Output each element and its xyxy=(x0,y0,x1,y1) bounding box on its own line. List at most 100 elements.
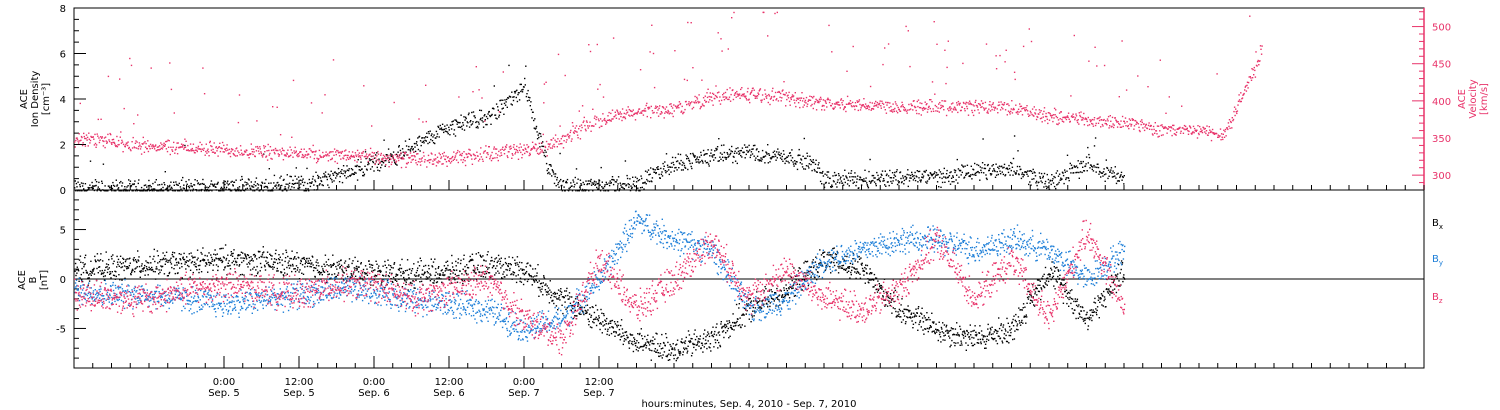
data-point xyxy=(1091,168,1093,171)
data-point xyxy=(211,258,214,261)
data-point xyxy=(819,171,821,174)
data-point xyxy=(1184,125,1187,128)
data-point xyxy=(697,102,700,104)
data-point xyxy=(158,184,161,186)
data-point xyxy=(300,183,302,185)
data-point xyxy=(822,99,825,101)
data-point xyxy=(927,106,930,108)
data-point xyxy=(959,102,961,104)
data-point xyxy=(183,187,186,190)
data-point xyxy=(841,102,843,104)
data-point xyxy=(668,173,670,176)
data-point xyxy=(260,152,263,155)
data-point xyxy=(342,275,344,277)
data-point xyxy=(133,271,136,273)
legend-subscript: z xyxy=(1439,297,1443,305)
data-point xyxy=(518,149,521,152)
data-point xyxy=(856,100,858,102)
velocity-ylabel-line: [km/s] xyxy=(1479,83,1490,115)
data-point xyxy=(147,262,150,264)
data-point xyxy=(382,265,384,267)
data-point xyxy=(1030,40,1033,43)
data-point xyxy=(281,264,284,266)
data-point xyxy=(176,190,179,192)
data-point xyxy=(442,129,444,131)
data-point xyxy=(527,96,530,98)
data-point xyxy=(704,160,706,162)
data-point xyxy=(182,256,184,258)
data-point xyxy=(112,274,115,276)
data-point xyxy=(589,121,591,123)
data-point xyxy=(623,183,625,185)
data-point xyxy=(598,120,600,122)
data-point xyxy=(375,260,377,262)
data-point xyxy=(207,151,210,153)
data-point xyxy=(436,133,439,135)
data-point xyxy=(396,164,398,166)
data-point xyxy=(1098,173,1100,175)
data-point xyxy=(858,99,861,101)
data-point xyxy=(237,187,239,189)
data-point xyxy=(1110,120,1112,122)
data-point xyxy=(333,180,335,182)
data-point xyxy=(979,179,981,181)
data-point xyxy=(337,150,339,152)
data-point xyxy=(664,108,666,110)
data-point xyxy=(454,135,457,137)
data-point xyxy=(875,184,877,187)
data-point xyxy=(207,148,209,150)
data-point xyxy=(183,258,186,261)
data-point xyxy=(380,152,382,155)
data-point xyxy=(329,151,331,153)
data-point xyxy=(1159,59,1161,61)
data-point xyxy=(1191,132,1194,134)
data-point xyxy=(842,175,844,177)
data-point xyxy=(240,190,242,192)
data-point xyxy=(182,257,184,259)
data-point xyxy=(593,125,595,127)
data-point xyxy=(125,266,127,268)
data-point xyxy=(718,138,720,140)
data-point xyxy=(218,146,220,148)
data-point xyxy=(909,174,912,177)
data-point xyxy=(1229,120,1232,123)
data-point xyxy=(351,151,354,153)
data-point xyxy=(192,143,195,145)
data-point xyxy=(101,136,103,138)
data-point xyxy=(374,163,376,166)
data-point xyxy=(191,150,193,152)
data-point xyxy=(288,182,291,184)
data-point xyxy=(1076,119,1078,122)
data-point xyxy=(1204,131,1206,133)
data-point xyxy=(1195,129,1197,131)
data-point xyxy=(495,117,497,119)
data-point xyxy=(805,102,807,104)
data-point xyxy=(698,162,700,164)
data-point xyxy=(642,110,644,112)
data-point xyxy=(1224,128,1227,131)
data-point xyxy=(644,170,647,172)
data-point xyxy=(936,110,939,112)
data-point xyxy=(1190,127,1192,129)
data-point xyxy=(268,168,270,170)
data-point xyxy=(794,92,796,94)
data-point xyxy=(463,116,465,118)
data-point xyxy=(881,102,884,104)
data-point xyxy=(176,153,179,155)
data-point xyxy=(660,167,662,170)
data-point xyxy=(464,164,467,167)
data-point xyxy=(1148,128,1151,130)
data-point xyxy=(271,188,273,191)
data-point xyxy=(201,148,204,150)
data-point xyxy=(91,269,94,271)
data-point xyxy=(711,100,713,102)
data-point xyxy=(1055,115,1057,118)
data-point xyxy=(75,269,78,271)
data-point xyxy=(403,155,405,157)
data-point xyxy=(498,150,500,153)
data-point xyxy=(1062,174,1065,177)
data-point xyxy=(177,142,179,144)
data-point xyxy=(876,104,878,106)
data-point xyxy=(615,181,618,183)
data-point xyxy=(844,169,846,171)
